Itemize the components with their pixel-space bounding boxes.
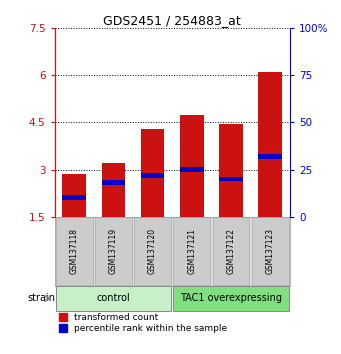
Text: GSM137121: GSM137121	[187, 228, 196, 274]
FancyBboxPatch shape	[134, 217, 171, 285]
Title: GDS2451 / 254883_at: GDS2451 / 254883_at	[103, 14, 241, 27]
Bar	[180, 167, 204, 172]
FancyBboxPatch shape	[56, 217, 93, 285]
FancyBboxPatch shape	[173, 217, 210, 285]
Bar	[141, 129, 164, 217]
Text: strain: strain	[27, 293, 55, 303]
Bar	[258, 72, 282, 217]
Bar	[141, 173, 164, 178]
Legend: transformed count, percentile rank within the sample: transformed count, percentile rank withi…	[59, 313, 227, 333]
FancyBboxPatch shape	[252, 217, 289, 285]
Bar	[62, 174, 86, 217]
Bar	[102, 181, 125, 185]
Text: TAC1 overexpressing: TAC1 overexpressing	[180, 293, 282, 303]
FancyBboxPatch shape	[95, 217, 132, 285]
Bar	[180, 115, 204, 217]
Text: GSM137122: GSM137122	[226, 228, 236, 274]
Bar	[219, 124, 243, 217]
Bar	[258, 154, 282, 159]
Text: GSM137119: GSM137119	[109, 228, 118, 274]
Text: GSM137118: GSM137118	[70, 228, 79, 274]
Text: control: control	[97, 293, 130, 303]
Text: GSM137120: GSM137120	[148, 228, 157, 274]
Bar	[62, 195, 86, 200]
FancyBboxPatch shape	[173, 286, 289, 311]
Bar	[102, 163, 125, 217]
Text: GSM137123: GSM137123	[266, 228, 275, 274]
FancyBboxPatch shape	[56, 286, 171, 311]
FancyBboxPatch shape	[212, 217, 250, 285]
Bar	[219, 177, 243, 181]
